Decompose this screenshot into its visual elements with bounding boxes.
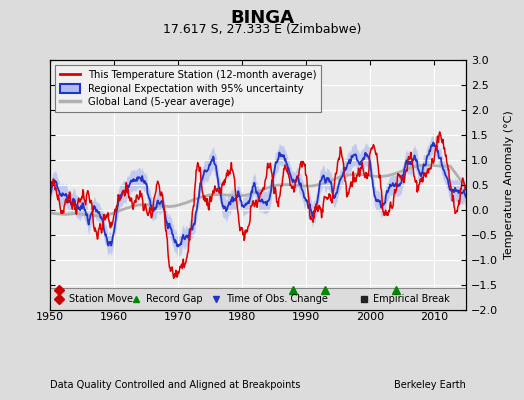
Text: 1970: 1970 bbox=[164, 312, 192, 322]
Y-axis label: Temperature Anomaly (°C): Temperature Anomaly (°C) bbox=[504, 111, 514, 259]
Text: Data Quality Controlled and Aligned at Breakpoints: Data Quality Controlled and Aligned at B… bbox=[50, 380, 300, 390]
FancyBboxPatch shape bbox=[50, 288, 466, 310]
Text: 1990: 1990 bbox=[292, 312, 320, 322]
Text: 1980: 1980 bbox=[228, 312, 256, 322]
Text: 2000: 2000 bbox=[356, 312, 384, 322]
Text: BINGA: BINGA bbox=[230, 9, 294, 27]
Text: 1950: 1950 bbox=[36, 312, 64, 322]
Text: Record Gap: Record Gap bbox=[146, 294, 203, 304]
Legend: This Temperature Station (12-month average), Regional Expectation with 95% uncer: This Temperature Station (12-month avera… bbox=[55, 65, 321, 112]
Text: Station Move: Station Move bbox=[69, 294, 133, 304]
Text: 2010: 2010 bbox=[420, 312, 449, 322]
Text: 1960: 1960 bbox=[100, 312, 128, 322]
Text: 17.617 S, 27.333 E (Zimbabwe): 17.617 S, 27.333 E (Zimbabwe) bbox=[163, 23, 361, 36]
Text: Berkeley Earth: Berkeley Earth bbox=[395, 380, 466, 390]
Text: Time of Obs. Change: Time of Obs. Change bbox=[226, 294, 328, 304]
Text: Empirical Break: Empirical Break bbox=[374, 294, 450, 304]
